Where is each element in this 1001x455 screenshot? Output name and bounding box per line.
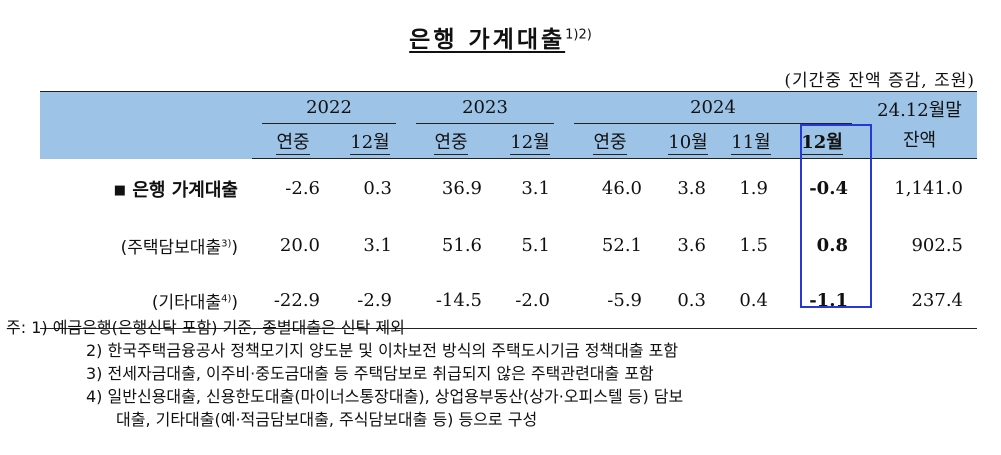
highlight-box bbox=[800, 124, 872, 308]
page-title: 은행 가계대출1)2) bbox=[0, 20, 1001, 54]
header-period: 연중 bbox=[564, 125, 656, 159]
title-text: 은행 가계대출 bbox=[409, 27, 566, 53]
unit-label: (기간중 잔액 증감, 조원) bbox=[784, 71, 975, 91]
table-cell: -22.9 bbox=[252, 272, 334, 329]
header-blank bbox=[40, 91, 252, 159]
footnote-line: 4) 일반신용대출, 신용한도대출(마이너스통장대출), 상업용부동산(상가·오… bbox=[86, 387, 684, 406]
table-cell: 3.6 bbox=[677, 235, 706, 256]
header-period: 12월 bbox=[334, 125, 406, 159]
table-cell: 51.6 bbox=[441, 235, 482, 256]
header-balance-bottom: 잔액 bbox=[862, 125, 977, 159]
footnotes: 주: 1) 예금은행(은행신탁 포함) 기준, 종별대출은 신탁 제외 2) 한… bbox=[6, 316, 683, 431]
table-cell: 1,141.0 bbox=[894, 178, 963, 200]
header-year-2024: 2024 bbox=[564, 91, 862, 126]
header-year-2023: 2023 bbox=[406, 91, 564, 126]
table-cell: 0.3 bbox=[656, 272, 720, 329]
header-balance-top: 24.12월말 bbox=[862, 91, 977, 126]
header-period-highlight: 12월 bbox=[782, 125, 862, 159]
footnote-line: 3) 전세자금대출, 이주비·중도금대출 등 주택담보로 취급되지 않은 주택관… bbox=[86, 364, 654, 383]
header-period: 연중 bbox=[406, 125, 496, 159]
table-cell: -2.6 bbox=[285, 178, 320, 200]
table-cell: 3.1 bbox=[521, 178, 550, 200]
loan-table: 2022 2023 2024 24.12월말 연중 12월 연중 12월 연중 … bbox=[40, 91, 977, 329]
table-row: (주택담보대출3)) 20.0 3.1 51.6 5.1 52.1 3.6 1.… bbox=[40, 219, 977, 273]
table-cell: 902.5 bbox=[911, 235, 963, 256]
header-row-periods: 연중 12월 연중 12월 연중 10월 11월 12월 잔액 bbox=[40, 125, 977, 159]
table-cell: 0.3 bbox=[363, 178, 392, 200]
table-cell: 237.4 bbox=[862, 272, 977, 329]
header-period: 10월 bbox=[656, 125, 720, 159]
footnote-line: 2) 한국주택금융공사 정책모기지 양도분 및 이차보전 방식의 주택도시기금 … bbox=[86, 341, 679, 360]
table-cell: 3.1 bbox=[363, 235, 392, 256]
footnote-line: 대출, 기타대출(예·적금담보대출, 주식담보대출 등) 등으로 구성 bbox=[116, 410, 538, 429]
footnote-line: 주: 1) 예금은행(은행신탁 포함) 기준, 종별대출은 신탁 제외 bbox=[6, 318, 405, 337]
table-cell: -14.5 bbox=[406, 272, 496, 329]
table-cell: 36.9 bbox=[441, 178, 482, 200]
table-cell: 1.5 bbox=[739, 235, 768, 256]
header-row-years: 2022 2023 2024 24.12월말 bbox=[40, 91, 977, 159]
table-cell: 1.9 bbox=[739, 178, 768, 200]
table-row: ■ 은행 가계대출 -2.6 0.3 36.9 3.1 46.0 3.8 1.9… bbox=[40, 159, 977, 219]
header-period: 12월 bbox=[496, 125, 564, 159]
table-cell: 3.8 bbox=[677, 178, 706, 200]
header-period: 11월 bbox=[720, 125, 782, 159]
row-label: ■ 은행 가계대출 bbox=[113, 179, 238, 201]
header-period: 연중 bbox=[252, 125, 334, 159]
header-year-2022: 2022 bbox=[252, 91, 406, 126]
row-label: (기타대출4)) bbox=[40, 272, 252, 329]
table-cell: 52.1 bbox=[601, 235, 642, 256]
table-row: (기타대출4)) -22.9 -2.9 -14.5 -2.0 -5.9 0.3 … bbox=[40, 272, 977, 329]
row-label: (주택담보대출3)) bbox=[120, 238, 238, 258]
table-cell-highlight: 0.8 bbox=[816, 235, 848, 256]
table-cell: 5.1 bbox=[521, 235, 550, 256]
table-cell: -5.9 bbox=[564, 272, 656, 329]
table-cell-highlight: -1.1 bbox=[782, 272, 862, 329]
table-cell: 46.0 bbox=[601, 178, 642, 200]
table-cell: 0.4 bbox=[720, 272, 782, 329]
table-cell: -2.0 bbox=[496, 272, 564, 329]
title-footnote-ref: 1)2) bbox=[565, 27, 592, 43]
table-cell-highlight: -0.4 bbox=[809, 178, 848, 200]
table-cell: -2.9 bbox=[334, 272, 406, 329]
table-cell: 20.0 bbox=[279, 235, 320, 256]
